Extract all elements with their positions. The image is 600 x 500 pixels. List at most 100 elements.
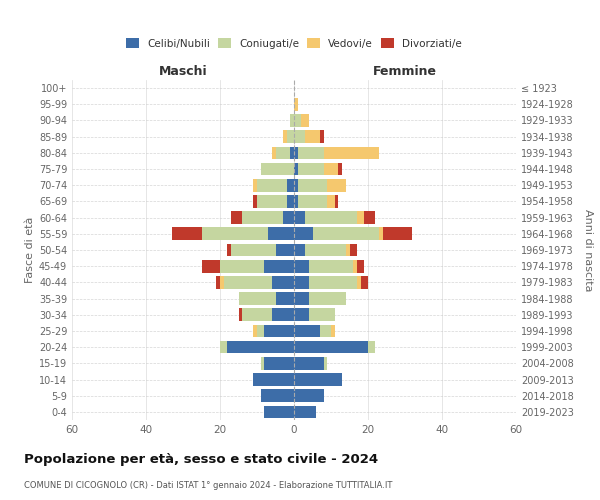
Bar (379, 228, 383, 240)
Bar (272, 308, 294, 321)
Bar (294, 195, 298, 207)
Bar (294, 162, 298, 175)
Bar (294, 146, 298, 159)
Bar (242, 212, 283, 224)
Bar (309, 308, 335, 321)
Bar (294, 406, 316, 418)
Bar (309, 276, 357, 288)
Bar (287, 179, 294, 192)
Bar (383, 228, 412, 240)
Bar (331, 324, 335, 338)
Bar (283, 130, 287, 143)
Bar (220, 260, 265, 272)
Bar (239, 308, 242, 321)
Bar (265, 260, 294, 272)
Bar (305, 212, 357, 224)
Bar (275, 244, 294, 256)
Bar (294, 390, 323, 402)
Bar (298, 195, 328, 207)
Bar (294, 98, 298, 110)
Bar (217, 276, 220, 288)
Text: Popolazione per età, sesso e stato civile - 2024: Popolazione per età, sesso e stato civil… (24, 452, 378, 466)
Bar (323, 146, 379, 159)
Bar (202, 260, 220, 272)
Bar (328, 195, 335, 207)
Bar (335, 195, 338, 207)
Bar (364, 212, 376, 224)
Bar (272, 276, 294, 288)
Bar (320, 130, 323, 143)
Bar (224, 276, 272, 288)
Bar (253, 324, 257, 338)
Bar (298, 179, 328, 192)
Bar (349, 244, 357, 256)
Bar (227, 244, 231, 256)
Legend: Celibi/Nubili, Coniugati/e, Vedovi/e, Divorziati/e: Celibi/Nubili, Coniugati/e, Vedovi/e, Di… (122, 34, 466, 53)
Bar (239, 292, 275, 305)
Bar (242, 308, 272, 321)
Bar (294, 357, 323, 370)
Bar (294, 276, 309, 288)
Bar (172, 228, 202, 240)
Bar (287, 195, 294, 207)
Bar (294, 373, 342, 386)
Bar (260, 357, 265, 370)
Bar (305, 244, 346, 256)
Bar (257, 324, 265, 338)
Text: Femmine: Femmine (373, 64, 437, 78)
Bar (328, 179, 346, 192)
Bar (294, 244, 305, 256)
Bar (298, 162, 323, 175)
Bar (253, 373, 294, 386)
Bar (290, 146, 294, 159)
Text: COMUNE DI CICOGNOLO (CR) - Dati ISTAT 1° gennaio 2024 - Elaborazione TUTTITALIA.: COMUNE DI CICOGNOLO (CR) - Dati ISTAT 1°… (24, 481, 392, 490)
Bar (357, 260, 364, 272)
Bar (231, 244, 275, 256)
Bar (202, 228, 268, 240)
Bar (305, 130, 320, 143)
Bar (275, 292, 294, 305)
Bar (265, 406, 294, 418)
Bar (257, 195, 287, 207)
Bar (294, 308, 309, 321)
Bar (346, 244, 349, 256)
Bar (294, 324, 320, 338)
Bar (313, 228, 379, 240)
Bar (253, 195, 257, 207)
Bar (220, 276, 224, 288)
Bar (257, 179, 287, 192)
Bar (231, 212, 242, 224)
Bar (265, 357, 294, 370)
Bar (294, 260, 309, 272)
Bar (357, 212, 364, 224)
Bar (283, 212, 294, 224)
Bar (353, 260, 357, 272)
Bar (220, 341, 227, 353)
Bar (368, 341, 376, 353)
Bar (227, 341, 294, 353)
Bar (294, 130, 305, 143)
Bar (294, 114, 301, 127)
Bar (260, 162, 294, 175)
Bar (260, 390, 294, 402)
Bar (294, 341, 368, 353)
Bar (309, 292, 346, 305)
Bar (357, 276, 361, 288)
Bar (253, 179, 257, 192)
Bar (290, 114, 294, 127)
Bar (275, 146, 290, 159)
Bar (272, 146, 275, 159)
Bar (294, 292, 309, 305)
Bar (268, 228, 294, 240)
Bar (294, 212, 305, 224)
Y-axis label: Fasce di età: Fasce di età (25, 217, 35, 283)
Bar (323, 162, 338, 175)
Bar (323, 357, 328, 370)
Y-axis label: Anni di nascita: Anni di nascita (583, 209, 593, 291)
Bar (320, 324, 331, 338)
Bar (361, 276, 368, 288)
Bar (309, 260, 353, 272)
Bar (298, 146, 323, 159)
Bar (287, 130, 294, 143)
Text: Maschi: Maschi (158, 64, 208, 78)
